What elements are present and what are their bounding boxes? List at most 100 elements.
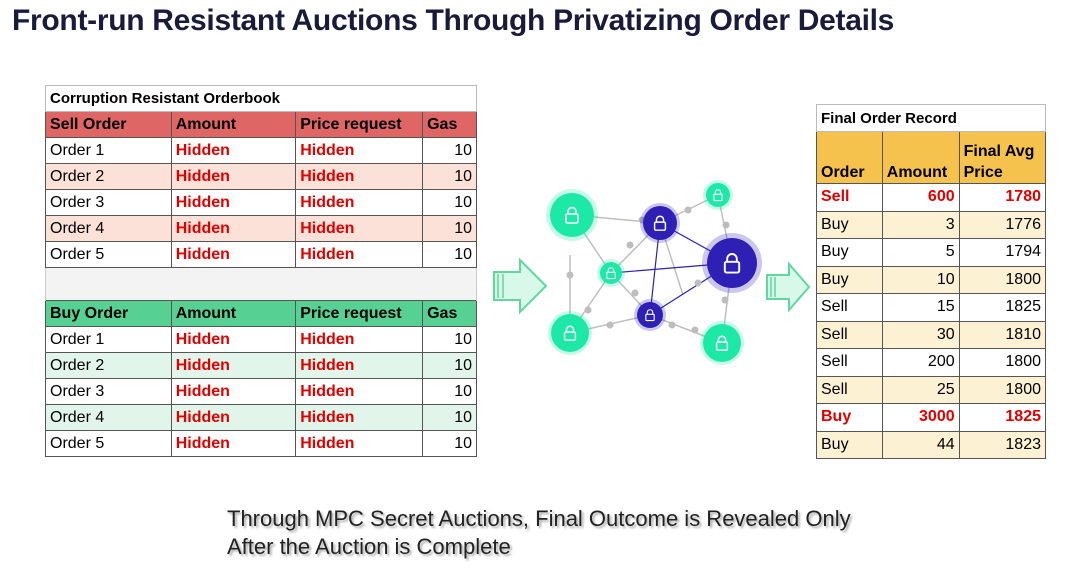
price-cell: Hidden <box>295 378 424 405</box>
table-spacer <box>45 267 477 301</box>
price-cell: Hidden <box>295 326 424 353</box>
amount-cell: Hidden <box>170 137 297 164</box>
order-cell: Sell <box>816 348 883 377</box>
amount-cell: 25 <box>881 375 960 404</box>
order-cell: Sell <box>816 183 883 212</box>
footer-line-2: After the Auction is Complete <box>227 534 511 559</box>
gas-cell: 10 <box>422 163 477 190</box>
amount-cell: Hidden <box>170 404 297 431</box>
buy-row: Order 2 Hidden Hidden 10 <box>45 352 477 379</box>
price-cell: 1823 <box>958 430 1047 459</box>
price-cell: Hidden <box>295 189 424 216</box>
amount-cell: 3 <box>881 210 960 239</box>
sell-row: Order 2 Hidden Hidden 10 <box>45 163 477 190</box>
price-cell: 1810 <box>958 320 1047 349</box>
amount-cell: Hidden <box>170 189 297 216</box>
amount-cell: 44 <box>881 430 960 459</box>
sell-row: Order 5 Hidden Hidden 10 <box>45 241 477 268</box>
order-cell: Sell <box>816 375 883 404</box>
price-cell: Hidden <box>295 215 424 242</box>
footer-line-1: Through MPC Secret Auctions, Final Outco… <box>227 506 851 531</box>
arrow-right-icon <box>493 257 548 315</box>
arrow-right-icon <box>766 261 811 313</box>
sell-header-order: Sell Order <box>45 111 172 138</box>
final-row: Buy 5 1794 <box>816 238 1047 267</box>
gas-cell: 10 <box>422 326 477 353</box>
sell-header-amount: Amount <box>170 111 297 138</box>
amount-cell: Hidden <box>170 241 297 268</box>
price-cell: 1825 <box>958 403 1047 432</box>
final-row: Buy 3 1776 <box>816 210 1047 239</box>
order-cell: Buy <box>816 430 883 459</box>
final-header-price: Final Avg Price <box>958 131 1047 184</box>
buy-header-amount: Amount <box>170 300 297 327</box>
price-cell: 1776 <box>958 210 1047 239</box>
order-cell: Buy <box>816 210 883 239</box>
mpc-network-diagram <box>546 180 762 365</box>
buy-row: Order 1 Hidden Hidden 10 <box>45 326 477 353</box>
amount-cell: 600 <box>881 183 960 212</box>
gas-cell: 10 <box>422 352 477 379</box>
price-cell: Hidden <box>295 241 424 268</box>
price-cell: 1780 <box>958 183 1047 212</box>
final-row: Sell 25 1800 <box>816 375 1047 404</box>
orderbook-caption: Corruption Resistant Orderbook <box>45 85 477 112</box>
amount-cell: 5 <box>881 238 960 267</box>
sell-header-gas: Gas <box>422 111 477 138</box>
buy-header-gas: Gas <box>422 300 477 327</box>
price-cell: Hidden <box>295 137 424 164</box>
final-row: Buy 3000 1825 <box>816 403 1047 432</box>
amount-cell: Hidden <box>170 430 297 457</box>
final-header-order: Order <box>816 131 883 184</box>
order-cell: Order 1 <box>45 137 172 164</box>
sell-row: Order 3 Hidden Hidden 10 <box>45 189 477 216</box>
gas-cell: 10 <box>422 215 477 242</box>
price-cell: 1800 <box>958 265 1047 294</box>
amount-cell: Hidden <box>170 352 297 379</box>
order-cell: Buy <box>816 403 883 432</box>
order-cell: Order 2 <box>45 352 172 379</box>
amount-cell: 200 <box>881 348 960 377</box>
price-cell: Hidden <box>295 163 424 190</box>
order-cell: Sell <box>816 320 883 349</box>
amount-cell: 30 <box>881 320 960 349</box>
order-cell: Order 5 <box>45 430 172 457</box>
buy-header-price: Price request <box>295 300 424 327</box>
final-row: Sell 30 1810 <box>816 320 1047 349</box>
orderbook-table: Corruption Resistant Orderbook Sell Orde… <box>45 85 477 457</box>
sell-row: Order 1 Hidden Hidden 10 <box>45 137 477 164</box>
final-row: Sell 600 1780 <box>816 183 1047 212</box>
amount-cell: 3000 <box>881 403 960 432</box>
final-row: Sell 15 1825 <box>816 293 1047 322</box>
sell-row: Order 4 Hidden Hidden 10 <box>45 215 477 242</box>
price-cell: 1825 <box>958 293 1047 322</box>
order-cell: Order 2 <box>45 163 172 190</box>
gas-cell: 10 <box>422 189 477 216</box>
final-record-caption: Final Order Record <box>816 104 1046 132</box>
price-cell: Hidden <box>295 404 424 431</box>
gas-cell: 10 <box>422 430 477 457</box>
order-cell: Buy <box>816 238 883 267</box>
amount-cell: Hidden <box>170 378 297 405</box>
price-cell: Hidden <box>295 430 424 457</box>
amount-cell: 15 <box>881 293 960 322</box>
order-cell: Order 4 <box>45 404 172 431</box>
gas-cell: 10 <box>422 404 477 431</box>
order-cell: Order 5 <box>45 241 172 268</box>
order-cell: Order 3 <box>45 378 172 405</box>
order-cell: Order 1 <box>45 326 172 353</box>
order-cell: Order 4 <box>45 215 172 242</box>
final-order-record-table: Final Order Record Order Amount Final Av… <box>816 104 1047 459</box>
footer-caption: Through MPC Secret Auctions, Final Outco… <box>227 505 851 561</box>
order-cell: Sell <box>816 293 883 322</box>
final-row: Sell 200 1800 <box>816 348 1047 377</box>
price-cell: 1800 <box>958 375 1047 404</box>
amount-cell: Hidden <box>170 215 297 242</box>
gas-cell: 10 <box>422 378 477 405</box>
amount-cell: 10 <box>881 265 960 294</box>
page-title: Front-run Resistant Auctions Through Pri… <box>12 4 895 37</box>
final-row: Buy 10 1800 <box>816 265 1047 294</box>
buy-row: Order 4 Hidden Hidden 10 <box>45 404 477 431</box>
final-row: Buy 44 1823 <box>816 430 1047 459</box>
buy-row: Order 5 Hidden Hidden 10 <box>45 430 477 457</box>
